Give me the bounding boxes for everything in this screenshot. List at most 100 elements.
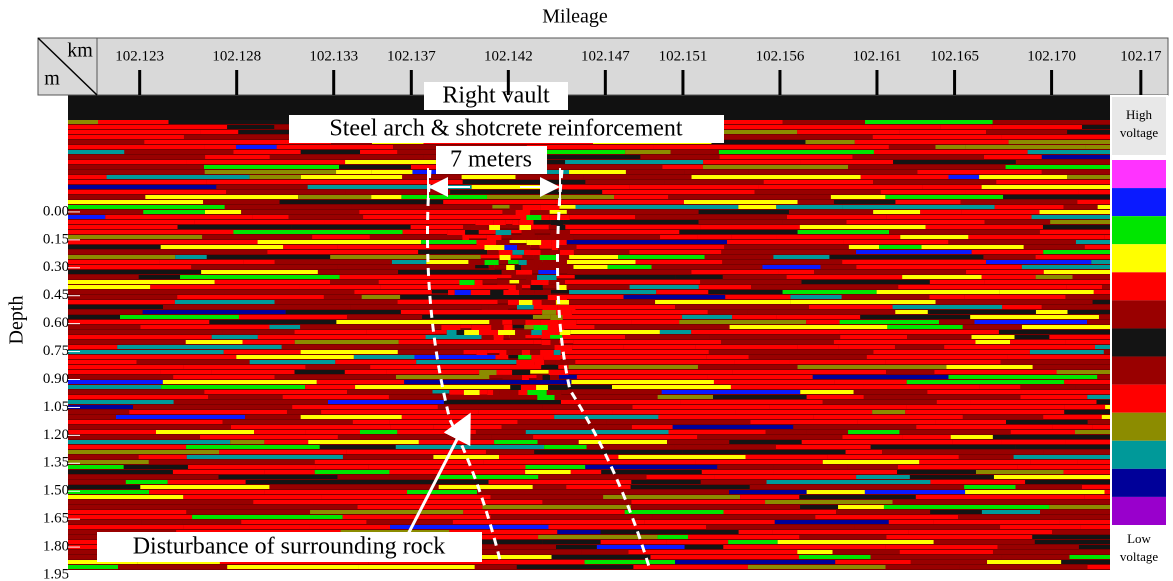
image-stripe [230,440,264,444]
colorbar-swatch [1112,469,1166,497]
image-stripe [530,370,549,374]
image-stripe [547,390,562,395]
image-stripe [571,380,714,384]
image-stripe [993,550,1110,554]
image-stripe [873,180,996,184]
image-stripe [295,370,345,374]
image-stripe [538,440,579,444]
image-stripe [854,390,928,394]
image-stripe [946,365,1032,369]
image-stripe [572,395,657,399]
image-stripe [1022,265,1110,269]
image-stripe [187,160,346,164]
image-stripe [223,420,353,424]
image-stripe [201,270,318,274]
image-stripe [937,400,971,404]
image-stripe [705,255,774,259]
image-stripe [861,175,949,179]
image-stripe [748,310,896,314]
image-stripe [298,180,463,184]
image-stripe [631,500,765,504]
image-stripe [543,355,560,360]
image-stripe [1097,400,1110,404]
image-stripe [180,275,340,279]
image-stripe [543,285,558,288]
image-stripe [807,145,889,149]
image-stripe [265,490,407,494]
image-stripe [173,375,274,379]
image-stripe [569,365,698,369]
image-stripe [968,235,1104,239]
image-stripe [864,395,1021,399]
image-stripe [1078,190,1110,194]
image-stripe [355,385,510,389]
image-stripe [706,355,748,359]
image-stripe [68,260,159,264]
image-stripe [1097,375,1110,379]
image-stripe [679,320,806,324]
image-stripe [798,230,890,234]
image-stripe [561,400,681,404]
image-stripe [401,310,542,314]
image-stripe [207,255,330,259]
image-stripe [972,335,1015,339]
x-axis-title: Mileage [542,6,608,28]
image-stripe [1080,525,1110,529]
image-stripe [562,335,625,339]
image-stripe [542,520,645,524]
image-stripe [168,480,246,484]
image-stripe [1066,440,1110,444]
image-stripe [250,175,301,179]
image-stripe [729,490,806,494]
x-tick-label: 102.170 [1027,48,1076,64]
image-stripe [421,240,476,244]
image-stripe [443,200,555,204]
image-stripe [68,520,141,524]
image-stripe [895,310,928,314]
image-stripe [1024,245,1085,249]
image-stripe [723,275,787,279]
image-stripe [856,265,1021,269]
image-stripe [286,310,401,314]
image-stripe [772,530,908,534]
image-stripe [360,150,397,154]
image-stripe [1079,545,1110,549]
image-stripe [1052,425,1093,429]
image-stripe [68,170,205,174]
image-stripe [1078,460,1110,464]
image-stripe [802,280,930,284]
image-stripe [1073,275,1110,279]
image-stripe [1095,345,1110,349]
image-stripe [338,435,492,439]
image-stripe [68,465,124,469]
image-stripe [569,170,626,174]
image-stripe [770,405,907,409]
image-stripe [68,455,139,459]
image-stripe [339,165,411,169]
image-stripe [1010,340,1065,344]
image-stripe [484,500,542,504]
image-stripe [1068,310,1110,314]
image-stripe [607,420,751,424]
y-tick-label: 1.65 [43,511,69,527]
image-stripe [1075,385,1110,389]
image-stripe [966,190,1078,194]
image-stripe [647,475,715,479]
image-stripe [748,170,917,174]
image-stripe [305,385,355,389]
image-stripe [390,425,433,429]
image-stripe [68,310,143,314]
image-stripe [225,290,354,294]
image-stripe [68,205,225,209]
image-stripe [834,340,976,344]
image-stripe [1059,520,1110,524]
image-stripe [684,170,748,174]
image-stripe [734,360,789,364]
image-stripe [959,565,1087,569]
image-stripe [966,270,1044,274]
image-stripe [300,325,441,329]
image-stripe [548,525,706,529]
image-stripe [389,395,537,399]
image-stripe [289,215,364,219]
image-stripe [855,485,964,489]
